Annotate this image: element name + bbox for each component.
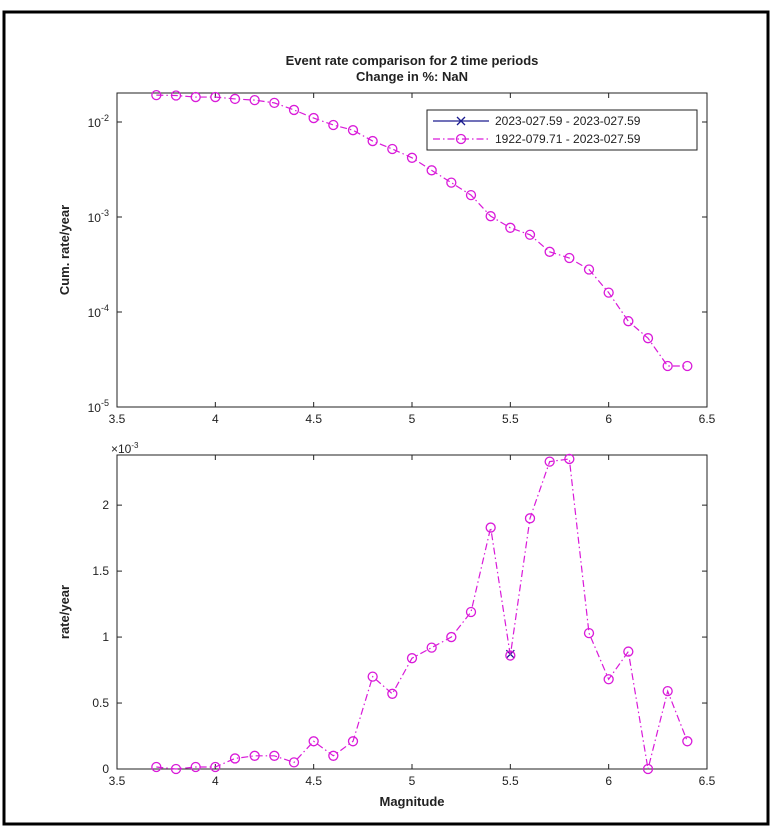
multiplier-base: ×10: [111, 442, 132, 456]
tick-base: 10: [88, 116, 102, 130]
y-axis-label: Cum. rate/year: [57, 205, 72, 295]
tick-exponent: -5: [101, 398, 109, 408]
tick-base: 10: [88, 211, 102, 225]
tick-exponent: -3: [101, 208, 109, 218]
chart-title: Event rate comparison for 2 time periods: [286, 53, 539, 68]
x-tick-label: 5.5: [502, 412, 519, 426]
legend-label: 2023-027.59 - 2023-027.59: [495, 114, 641, 128]
page: {"chart_data":[ {"type":"line","title":"…: [0, 0, 773, 826]
y-tick-label: 0: [102, 762, 109, 776]
tick-base: 10: [88, 401, 102, 415]
x-tick-label: 4: [212, 774, 219, 788]
x-tick-label: 4.5: [305, 412, 322, 426]
x-tick-label: 4.5: [305, 774, 322, 788]
y-tick-label: 2: [102, 498, 109, 512]
x-tick-label: 6: [605, 412, 612, 426]
y-tick-label: 0.5: [92, 696, 109, 710]
x-tick-label: 6.5: [699, 412, 716, 426]
x-tick-label: 5: [409, 412, 416, 426]
x-tick-label: 5.5: [502, 774, 519, 788]
x-tick-label: 5: [409, 774, 416, 788]
tick-base: 10: [88, 306, 102, 320]
y-tick-label: 1.5: [92, 564, 109, 578]
x-tick-label: 4: [212, 412, 219, 426]
legend-label: 1922-079.71 - 2023-027.59: [495, 132, 641, 146]
x-tick-label: 3.5: [109, 412, 126, 426]
multiplier-exponent: -3: [131, 441, 139, 450]
y-tick-label: 1: [102, 630, 109, 644]
x-tick-label: 6.5: [699, 774, 716, 788]
x-tick-label: 3.5: [109, 774, 126, 788]
chart-subtitle: Change in %: NaN: [356, 69, 468, 84]
y-axis-label: rate/year: [57, 585, 72, 639]
figure: 3.544.555.566.510-510-410-310-2Event rat…: [0, 0, 773, 826]
x-axis-label: Magnitude: [380, 794, 445, 809]
x-tick-label: 6: [605, 774, 612, 788]
tick-exponent: -4: [101, 303, 109, 313]
tick-exponent: -2: [101, 113, 109, 123]
